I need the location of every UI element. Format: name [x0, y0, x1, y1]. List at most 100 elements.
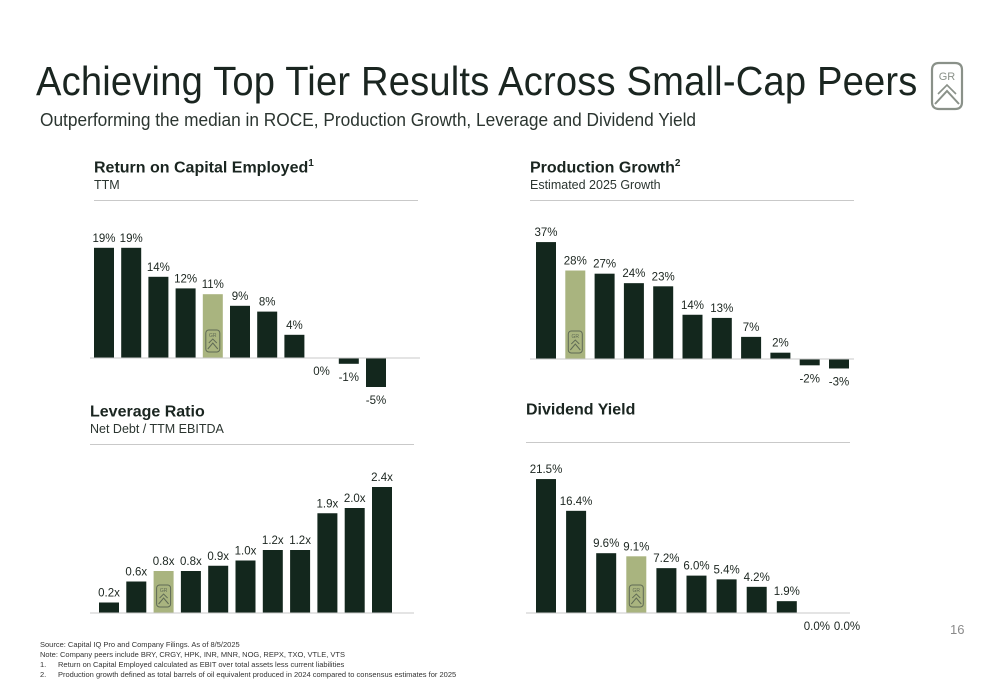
- bar: [770, 352, 791, 359]
- data-label: 4%: [286, 320, 303, 332]
- data-label: -3%: [829, 376, 849, 388]
- bar-highlight: [565, 270, 586, 359]
- bar: [284, 334, 305, 358]
- svg-text:GR: GR: [209, 333, 217, 339]
- bar: [338, 358, 359, 364]
- svg-text:GR: GR: [572, 334, 580, 340]
- data-label: 2.4x: [371, 472, 393, 484]
- data-label: -2%: [799, 373, 819, 385]
- bar: [344, 508, 365, 613]
- gr-badge-icon: GR: [156, 584, 172, 608]
- data-label: 1.0x: [235, 546, 257, 558]
- bar: [711, 317, 732, 359]
- leverage-divider: [90, 444, 414, 445]
- roce-subtitle: TTM: [94, 178, 120, 192]
- data-label: 37%: [534, 227, 557, 239]
- bar-highlight: [202, 294, 223, 358]
- bar: [686, 575, 707, 613]
- bar: [653, 286, 674, 359]
- page-number: 16: [950, 622, 965, 637]
- data-label: 2.0x: [344, 493, 366, 505]
- data-label: 8%: [259, 297, 276, 309]
- data-label: 7%: [743, 322, 760, 334]
- data-label: 0.6x: [125, 567, 147, 579]
- roce-title: Return on Capital Employed1: [94, 158, 314, 177]
- bar: [175, 288, 196, 358]
- leverage-subtitle: Net Debt / TTM EBITDA: [90, 422, 224, 436]
- data-label: 28%: [564, 256, 587, 268]
- bar: [623, 283, 644, 359]
- footnote-1: 1. Return on Capital Employed calculated …: [40, 660, 345, 669]
- bar: [235, 560, 256, 613]
- data-label: 11%: [202, 279, 224, 291]
- bar: [180, 571, 201, 613]
- bar: [682, 314, 703, 359]
- bar: [148, 276, 169, 358]
- data-label: 1.2x: [262, 535, 284, 547]
- bar: [716, 579, 737, 613]
- dividend-panel: Dividend Yield 21.5% 16.4% 9.6% GR 9.1% 7.2% 6…: [526, 400, 860, 633]
- bar: [257, 311, 278, 358]
- data-label: 19%: [120, 233, 143, 245]
- svg-text:GR: GR: [633, 588, 641, 594]
- production-panel: Production Growth2 Estimated 2025 Growth…: [530, 158, 860, 398]
- peers-note: Note: Company peers include BRY, CRGY, H…: [40, 650, 345, 659]
- production-divider: [530, 200, 854, 201]
- data-label: 16.4%: [560, 496, 593, 508]
- footnote-2: 2. Production growth defined as total bar…: [40, 670, 457, 679]
- bar: [799, 359, 820, 366]
- svg-text:GR: GR: [939, 71, 956, 83]
- data-label: 21.5%: [530, 464, 563, 476]
- data-label: 4.2%: [744, 572, 770, 584]
- bar: [99, 602, 119, 613]
- data-label: 0.2x: [98, 588, 120, 600]
- bar: [594, 273, 615, 359]
- production-title: Production Growth2: [530, 158, 681, 177]
- data-label: 9.1%: [623, 541, 649, 553]
- bar: [829, 359, 849, 369]
- bar: [126, 581, 147, 613]
- gr-badge-icon: GR: [205, 329, 221, 353]
- data-label: 24%: [622, 268, 645, 280]
- bar: [262, 550, 283, 613]
- bar: [121, 247, 142, 358]
- footnotes: Source: Capital IQ Pro and Company Filin…: [40, 640, 456, 680]
- data-label: 0%: [313, 366, 330, 378]
- roce-divider: [94, 200, 418, 201]
- data-label: 9%: [232, 291, 249, 303]
- data-label: 7.2%: [653, 553, 679, 565]
- dividend-divider: [526, 442, 850, 443]
- bar: [746, 586, 767, 613]
- bar-highlight: [153, 571, 174, 613]
- bar: [741, 336, 762, 359]
- bar: [536, 479, 556, 613]
- gr-badge-icon: GR: [567, 330, 583, 354]
- bar: [536, 242, 556, 359]
- data-label: 0.8x: [153, 556, 175, 568]
- svg-text:GR: GR: [160, 588, 168, 594]
- bar: [776, 601, 797, 613]
- dividend-title: Dividend Yield: [526, 401, 636, 419]
- bar: [230, 305, 250, 358]
- bar: [372, 487, 392, 613]
- bar: [656, 568, 677, 613]
- bar: [317, 513, 338, 613]
- page-subtitle: Outperforming the median in ROCE, Produc…: [40, 110, 697, 130]
- data-label: -5%: [366, 395, 386, 407]
- gr-badge-icon: GR: [628, 584, 644, 608]
- data-label: 0.0%: [804, 621, 830, 633]
- bar: [366, 358, 386, 387]
- data-label: 14%: [681, 300, 704, 312]
- data-label: 19%: [92, 233, 115, 245]
- production-chart: 37% GR 28% 27% 24% 23% 14% 13% 7% 2% -2% -3%: [530, 227, 854, 388]
- data-label: 0.0%: [834, 621, 860, 633]
- bar: [94, 247, 114, 358]
- gr-logo-icon: GR: [930, 61, 964, 111]
- data-label: 5.4%: [713, 564, 739, 576]
- production-subtitle: Estimated 2025 Growth: [530, 178, 661, 192]
- data-label: 9.6%: [593, 538, 619, 550]
- data-label: 1.9x: [317, 498, 339, 510]
- leverage-chart: 0.2x 0.6x GR 0.8x 0.8x 0.9x 1.0x 1.2x 1.2x 1.9x 2.…: [90, 472, 414, 614]
- data-label: 0.9x: [207, 551, 229, 563]
- data-label: 14%: [147, 262, 170, 274]
